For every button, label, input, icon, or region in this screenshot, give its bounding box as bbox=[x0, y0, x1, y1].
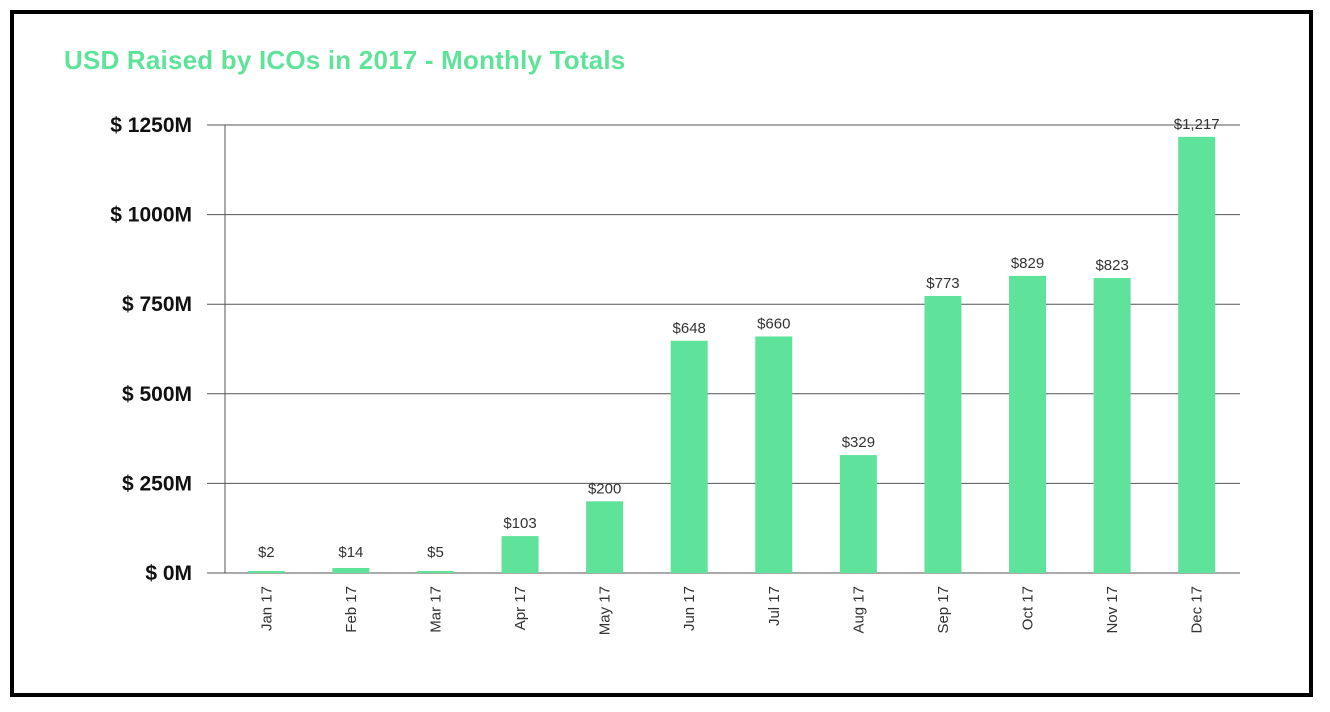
data-label: $103 bbox=[503, 515, 536, 532]
chart-title: USD Raised by ICOs in 2017 - Monthly Tot… bbox=[64, 45, 626, 75]
data-label: $200 bbox=[588, 480, 621, 497]
data-label: $823 bbox=[1095, 257, 1128, 274]
y-tick-label: $ 750M bbox=[122, 293, 192, 316]
bar bbox=[247, 571, 285, 573]
x-tick-label: May 17 bbox=[597, 586, 614, 635]
bar bbox=[839, 455, 877, 573]
data-label: $660 bbox=[757, 315, 790, 332]
bar bbox=[1178, 136, 1216, 573]
data-label: $14 bbox=[338, 544, 363, 561]
y-tick-label: $ 250M bbox=[122, 472, 192, 495]
x-tick-label: Oct 17 bbox=[1020, 586, 1037, 630]
data-label: $773 bbox=[926, 275, 959, 292]
y-tick-label: $ 0M bbox=[145, 562, 192, 585]
x-tick-label: Feb 17 bbox=[343, 586, 360, 633]
data-label: $2 bbox=[258, 544, 275, 561]
y-tick-label: $ 1000M bbox=[110, 204, 192, 227]
bar bbox=[1093, 278, 1131, 573]
x-tick-label: Nov 17 bbox=[1104, 586, 1121, 634]
x-tick-label: Sep 17 bbox=[935, 586, 952, 634]
data-label: $829 bbox=[1011, 255, 1044, 272]
x-tick-label: Aug 17 bbox=[850, 586, 867, 634]
data-label: $1,217 bbox=[1174, 116, 1220, 133]
x-tick-label: Jan 17 bbox=[258, 586, 275, 631]
bar bbox=[501, 536, 539, 573]
x-tick-label: Dec 17 bbox=[1189, 586, 1206, 634]
bar bbox=[755, 336, 793, 573]
data-label: $329 bbox=[842, 434, 875, 451]
bar bbox=[586, 501, 624, 573]
bar bbox=[924, 295, 962, 573]
data-label: $5 bbox=[427, 544, 444, 561]
bar bbox=[1009, 275, 1047, 573]
x-tick-label: Jul 17 bbox=[766, 586, 783, 626]
bar bbox=[670, 340, 708, 573]
y-tick-label: $ 1250M bbox=[110, 114, 192, 137]
x-tick-label: Jun 17 bbox=[681, 586, 698, 631]
y-tick-label: $ 500M bbox=[122, 383, 192, 406]
bar bbox=[332, 567, 370, 573]
x-tick-label: Apr 17 bbox=[512, 586, 529, 630]
x-tick-label: Mar 17 bbox=[427, 586, 444, 633]
bar bbox=[416, 571, 454, 573]
data-label: $648 bbox=[673, 320, 706, 337]
